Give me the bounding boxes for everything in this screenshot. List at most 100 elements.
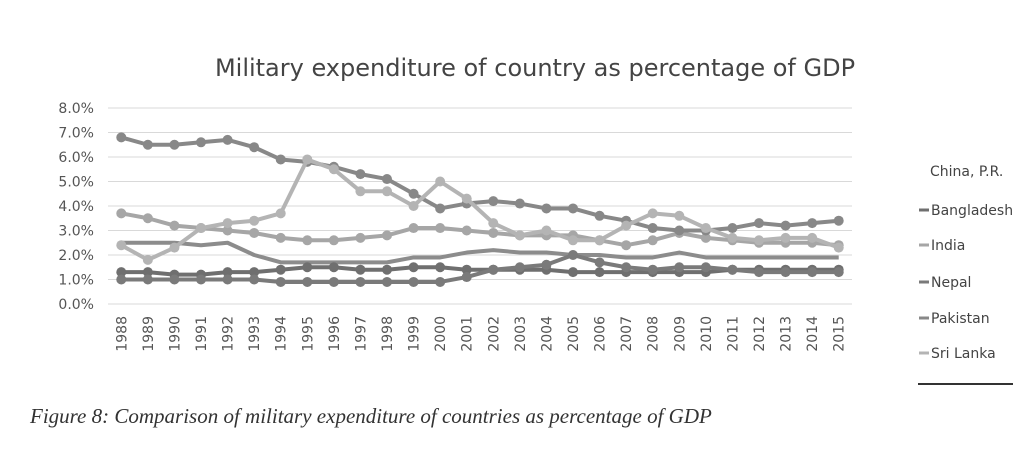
data-point [754, 218, 764, 229]
legend: China, P.R. Bangladesh India Nepal Pakistan S… [919, 164, 1013, 362]
data-point [647, 208, 658, 219]
x-tick-label: 2006 [593, 316, 609, 352]
data-point [780, 220, 791, 231]
legend-label: Pakistan [931, 311, 990, 327]
data-point [382, 186, 392, 197]
data-point [222, 225, 233, 236]
series-line [121, 253, 839, 284]
series-line [120, 157, 840, 262]
y-tick-label: 3.0% [58, 224, 94, 240]
data-point [116, 240, 127, 251]
data-point [328, 276, 339, 287]
data-point [727, 223, 738, 234]
data-point [169, 274, 180, 285]
x-tick-label: 2001 [460, 316, 476, 352]
data-point [568, 250, 578, 260]
y-tick-label: 6.0% [58, 150, 94, 166]
data-point [461, 264, 472, 275]
x-tick-label: 1998 [380, 316, 396, 352]
data-point [435, 262, 446, 273]
legend-label: India [931, 238, 965, 254]
x-tick-label: 2003 [513, 316, 529, 352]
x-tick-label: 1991 [194, 316, 210, 352]
data-point [302, 154, 313, 165]
data-point [116, 208, 127, 219]
x-tick-label: 1996 [327, 316, 343, 352]
data-point [249, 274, 260, 285]
data-point [541, 203, 552, 214]
data-point [514, 198, 525, 209]
data-point [727, 264, 738, 275]
x-tick-label: 1994 [274, 316, 290, 352]
data-point [754, 267, 764, 278]
data-point [461, 193, 472, 204]
data-point [647, 223, 658, 234]
x-tick-label: 1997 [353, 316, 369, 352]
data-point [196, 223, 206, 234]
data-point [674, 210, 685, 221]
data-point [142, 139, 153, 150]
data-point [833, 267, 844, 278]
data-point [461, 225, 472, 236]
data-point [488, 264, 499, 275]
series-china-p-r [121, 240, 839, 265]
data-point [488, 196, 499, 207]
data-point [541, 259, 552, 270]
data-point [754, 235, 764, 246]
legend-item: India [919, 238, 965, 254]
data-point [222, 274, 233, 285]
data-point [435, 203, 446, 214]
y-tick-label: 1.0% [58, 273, 94, 289]
data-point [249, 215, 260, 226]
data-point [328, 262, 339, 273]
data-point [355, 232, 366, 243]
data-point [833, 242, 844, 253]
data-point [355, 169, 366, 180]
data-point [488, 227, 499, 238]
series-nepal [116, 250, 844, 287]
x-tick-label: 2007 [619, 316, 635, 352]
data-point [514, 230, 525, 241]
legend-item: Bangladesh [919, 203, 1013, 219]
data-point [408, 188, 419, 199]
data-point [807, 218, 818, 229]
data-point [142, 213, 153, 224]
x-tick-label: 2002 [486, 316, 502, 352]
x-tick-label: 1988 [114, 316, 130, 352]
x-tick-label: 1990 [167, 316, 183, 352]
figure-caption: Figure 8: Comparison of military expendi… [29, 404, 712, 428]
data-point [249, 267, 260, 278]
series-line [121, 265, 839, 277]
x-tick-label: 2008 [646, 316, 662, 352]
data-point [169, 139, 180, 150]
series-sri-lanka [116, 154, 844, 265]
series-pakistan [116, 132, 844, 236]
data-point [435, 223, 446, 234]
legend-item: Sri Lanka [919, 346, 996, 362]
data-point [594, 267, 605, 278]
data-point [275, 276, 286, 287]
legend-label: Nepal [931, 275, 971, 291]
data-point [807, 232, 818, 243]
data-point [594, 210, 605, 221]
x-tick-label: 2010 [699, 316, 715, 352]
data-point [382, 230, 392, 241]
legend-label: China, P.R. [930, 164, 1003, 180]
series-line [121, 240, 839, 265]
data-point [833, 215, 844, 226]
data-point [647, 235, 658, 246]
data-point [594, 235, 605, 246]
data-point [594, 257, 605, 268]
data-point [196, 137, 206, 148]
data-point [355, 186, 366, 197]
chart-title: Military expenditure of country as perce… [215, 54, 855, 82]
data-point [116, 132, 127, 143]
x-tick-label: 1999 [407, 316, 423, 352]
data-point [382, 264, 392, 275]
y-tick-label: 2.0% [58, 248, 94, 264]
series-bangladesh [116, 262, 844, 280]
data-point [169, 242, 180, 253]
data-point [275, 232, 286, 243]
data-point [302, 276, 313, 287]
